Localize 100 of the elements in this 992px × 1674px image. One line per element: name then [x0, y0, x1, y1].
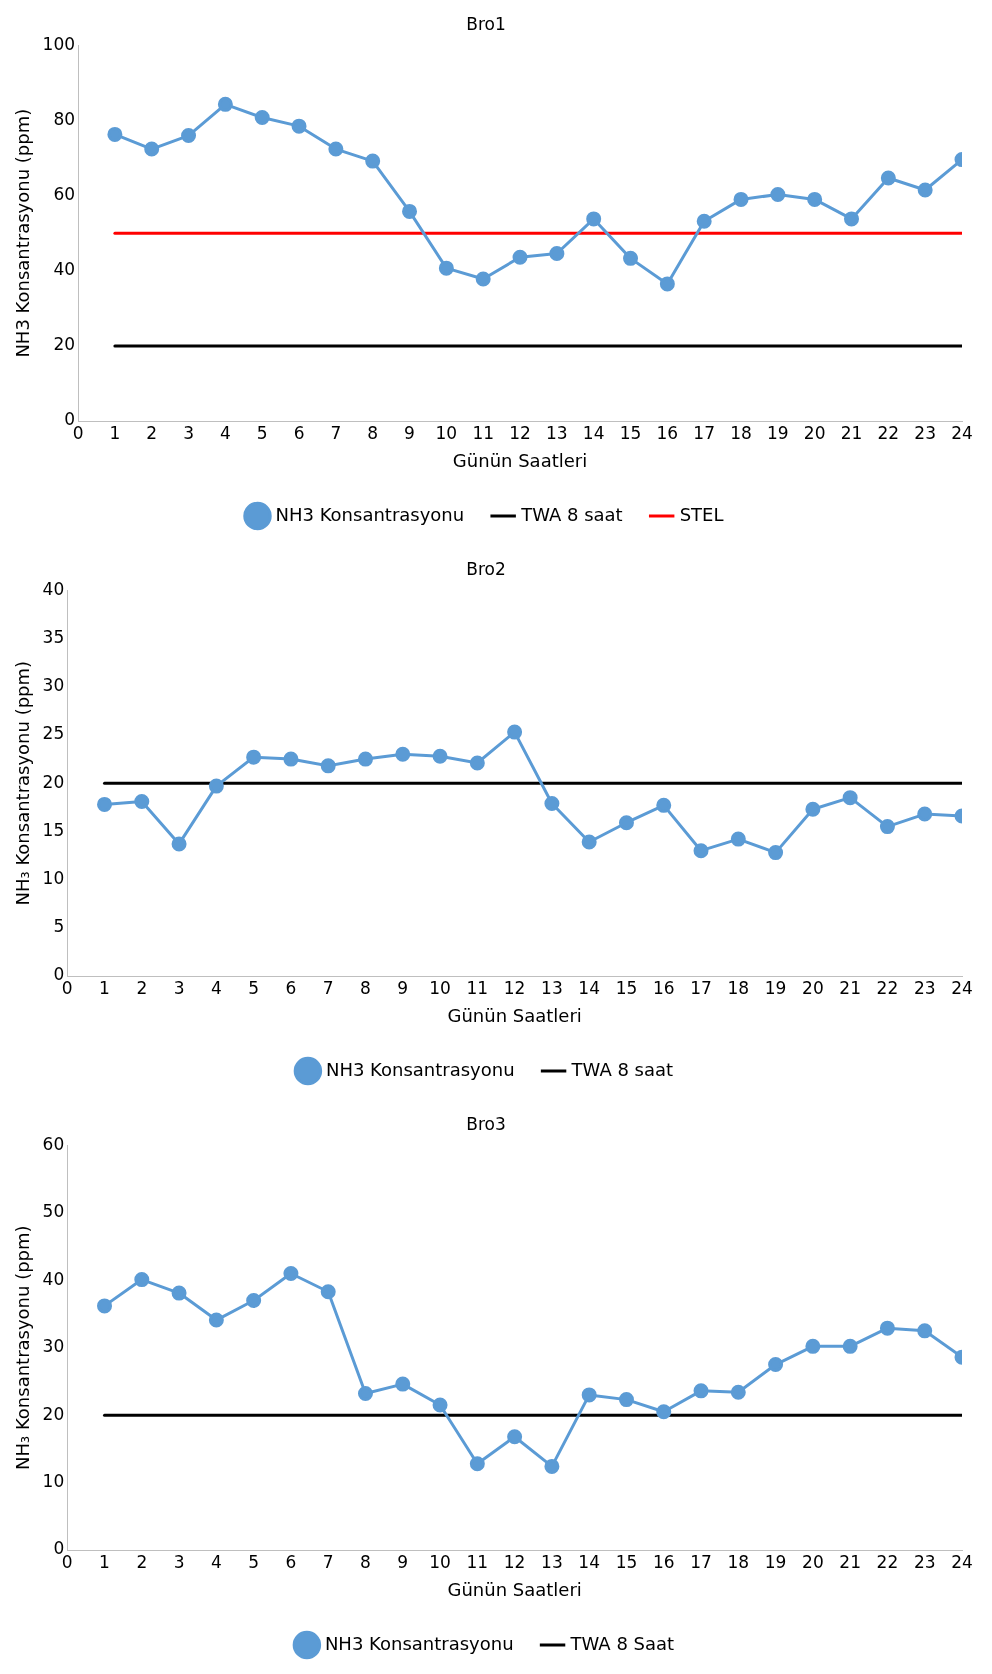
x-tick-label: 19	[767, 422, 789, 443]
x-tick-label: 13	[541, 1551, 563, 1572]
point	[320, 1284, 336, 1300]
x-axis-title: Günün Saatleri	[452, 449, 588, 471]
x-tick-label: 24	[951, 422, 973, 443]
x-tick-label: 13	[546, 422, 568, 443]
point	[283, 751, 299, 767]
y-tick-label: 60	[53, 184, 76, 205]
point	[549, 245, 565, 261]
point	[656, 797, 672, 813]
y-tick-label: 30	[42, 1336, 65, 1357]
x-tick-label: 18	[730, 422, 752, 443]
y-tick-label: 40	[53, 259, 76, 280]
x-tick-label: 22	[876, 1551, 899, 1572]
point	[659, 276, 675, 292]
y-axis-title: NH3 Konsantrasyonu (ppm)	[12, 108, 34, 358]
y-tick-label: 35	[42, 627, 65, 648]
point	[844, 211, 860, 227]
x-tick-label: 6	[285, 1551, 297, 1572]
y-tick-label: 15	[42, 819, 65, 840]
point	[246, 749, 262, 765]
x-tick-label: 8	[367, 422, 379, 443]
x-tick-label: 5	[248, 1551, 260, 1572]
point	[879, 819, 895, 835]
point	[917, 182, 933, 198]
x-tick-label: 15	[619, 422, 642, 443]
x-tick-label: 24	[951, 977, 973, 998]
point	[581, 834, 597, 850]
point	[581, 1387, 597, 1403]
point	[842, 1338, 858, 1354]
point	[144, 141, 160, 157]
x-tick-label: 7	[330, 422, 342, 443]
y-tick-label: 40	[42, 578, 65, 599]
x-tick-label: 12	[503, 1551, 526, 1572]
y-tick-label: 20	[42, 1403, 65, 1424]
point	[507, 724, 523, 740]
point	[208, 778, 224, 794]
x-tick-label: 21	[839, 1551, 861, 1572]
point	[438, 260, 454, 276]
point	[107, 126, 123, 142]
x-tick-label: 9	[397, 1551, 409, 1572]
x-tick-label: 10	[435, 422, 458, 443]
y-tick-label: 10	[42, 868, 65, 889]
x-tick-label: 9	[397, 977, 409, 998]
point	[432, 748, 448, 764]
x-tick-label: 10	[429, 977, 451, 998]
point	[395, 1376, 411, 1392]
point	[357, 1386, 373, 1402]
x-tick-label: 7	[322, 977, 334, 998]
point	[693, 1383, 709, 1399]
chart-title: Bro2	[466, 558, 506, 579]
x-tick-label: 5	[248, 977, 260, 998]
x-tick-label: 17	[690, 1551, 712, 1572]
legend-label: TWA 8 saat	[520, 503, 623, 525]
legend-label: TWA 8 saat	[570, 1058, 674, 1080]
x-tick-label: 16	[652, 1551, 675, 1572]
point	[730, 831, 746, 847]
point	[365, 153, 381, 169]
point	[254, 110, 270, 126]
point	[733, 191, 749, 207]
point	[357, 751, 373, 767]
point	[544, 1458, 560, 1474]
chart-title: Bro1	[466, 13, 506, 34]
x-axis-title: Günün Saatleri	[447, 1578, 582, 1600]
x-tick-label: 5	[256, 422, 268, 443]
x-tick-label: 23	[914, 422, 936, 443]
x-tick-label: 8	[360, 1551, 371, 1572]
y-tick-label: 10	[42, 1470, 65, 1491]
point	[730, 1384, 746, 1400]
point	[917, 806, 933, 822]
legend-label: NH3 Konsantrasyonu	[324, 1632, 514, 1654]
point	[134, 794, 150, 810]
x-tick-label: 3	[173, 977, 185, 998]
point	[395, 746, 411, 762]
x-tick-label: 17	[693, 422, 715, 443]
point	[586, 211, 602, 227]
point	[618, 1392, 634, 1408]
x-tick-label: 22	[877, 422, 900, 443]
x-tick-label: 11	[472, 422, 495, 443]
point	[917, 1323, 933, 1339]
point	[171, 836, 187, 852]
point	[512, 249, 528, 265]
x-tick-label: 20	[802, 977, 824, 998]
point	[805, 1338, 821, 1354]
x-tick-label: 15	[615, 1551, 638, 1572]
point	[618, 815, 634, 831]
point	[469, 755, 485, 771]
x-tick-label: 3	[183, 422, 194, 443]
x-tick-label: 2	[136, 1551, 148, 1572]
point	[283, 1266, 299, 1282]
y-tick-label: 20	[53, 334, 76, 355]
point	[171, 1285, 187, 1301]
x-tick-label: 11	[466, 1551, 489, 1572]
x-tick-label: 15	[615, 977, 638, 998]
point	[805, 801, 821, 817]
x-tick-label: 13	[541, 977, 563, 998]
point	[656, 1404, 672, 1420]
x-axis-title: Günün Saatleri	[447, 1004, 582, 1026]
x-tick-label: 16	[652, 977, 675, 998]
point	[432, 1397, 448, 1413]
